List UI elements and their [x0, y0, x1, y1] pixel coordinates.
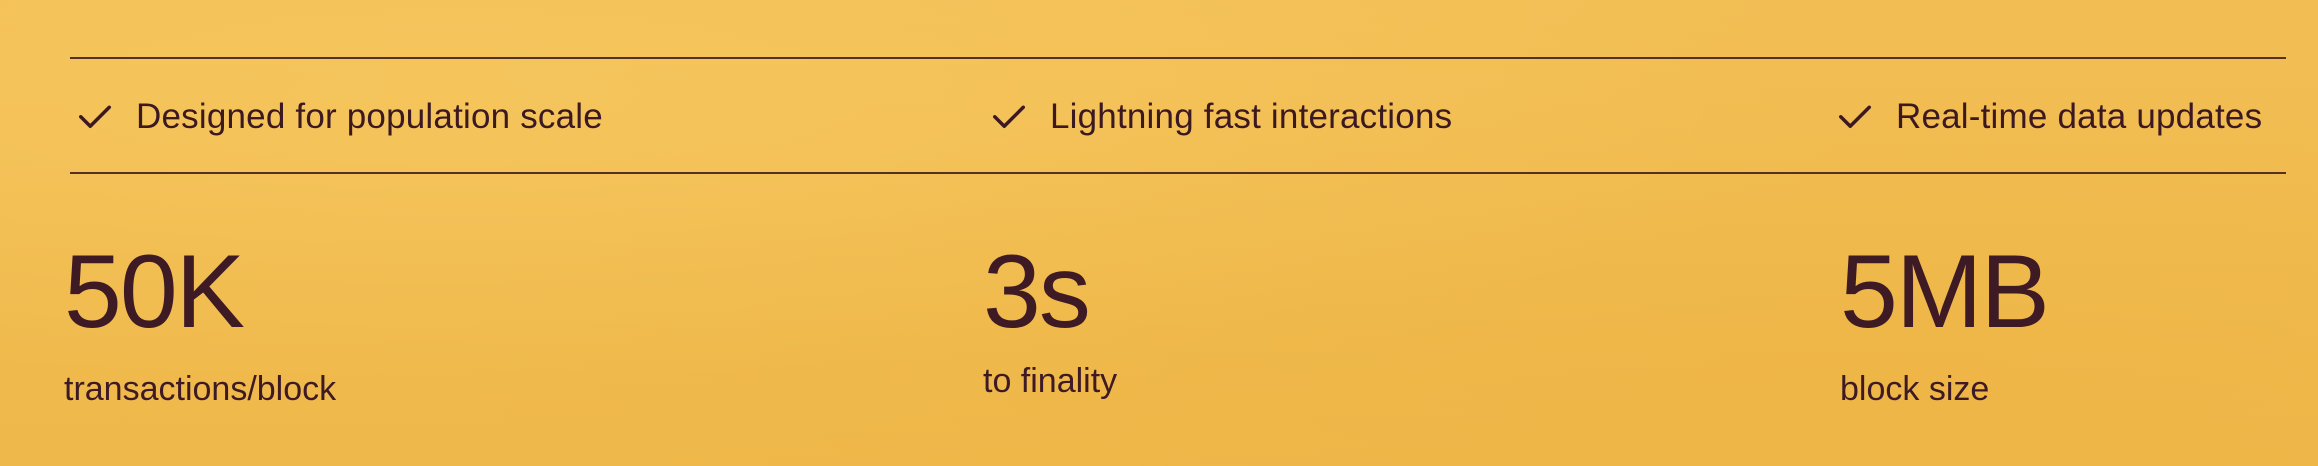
feature-label: Designed for population scale — [136, 96, 603, 136]
feature-label: Real-time data updates — [1896, 96, 2263, 136]
stat-label: block size — [1840, 370, 1990, 408]
stat-label: to finality — [983, 362, 1118, 400]
check-icon — [993, 105, 1025, 129]
check-icon — [1839, 105, 1871, 129]
stat-transactions-per-block: 50K transactions/block — [64, 240, 336, 406]
feature-item-population-scale: Designed for population scale — [76, 60, 603, 172]
feature-label: Lightning fast interactions — [1050, 96, 1453, 136]
feature-item-real-time-updates: Real-time data updates — [1836, 60, 2262, 172]
stat-block-size: 5MB block size — [1840, 234, 2050, 408]
check-icon — [79, 105, 111, 129]
feature-item-fast-interactions: Lightning fast interactions — [990, 60, 1452, 172]
stat-label: transactions/block — [64, 370, 337, 408]
stat-finality-time: 3s to finality — [983, 240, 1117, 398]
stat-value: 5MB — [1840, 234, 2050, 350]
stat-value: 3s — [983, 234, 1091, 350]
feature-row: Designed for population scale Lightning … — [70, 60, 2286, 172]
bottom-divider — [70, 172, 2286, 174]
top-divider — [70, 57, 2286, 59]
stat-value: 50K — [64, 234, 245, 350]
